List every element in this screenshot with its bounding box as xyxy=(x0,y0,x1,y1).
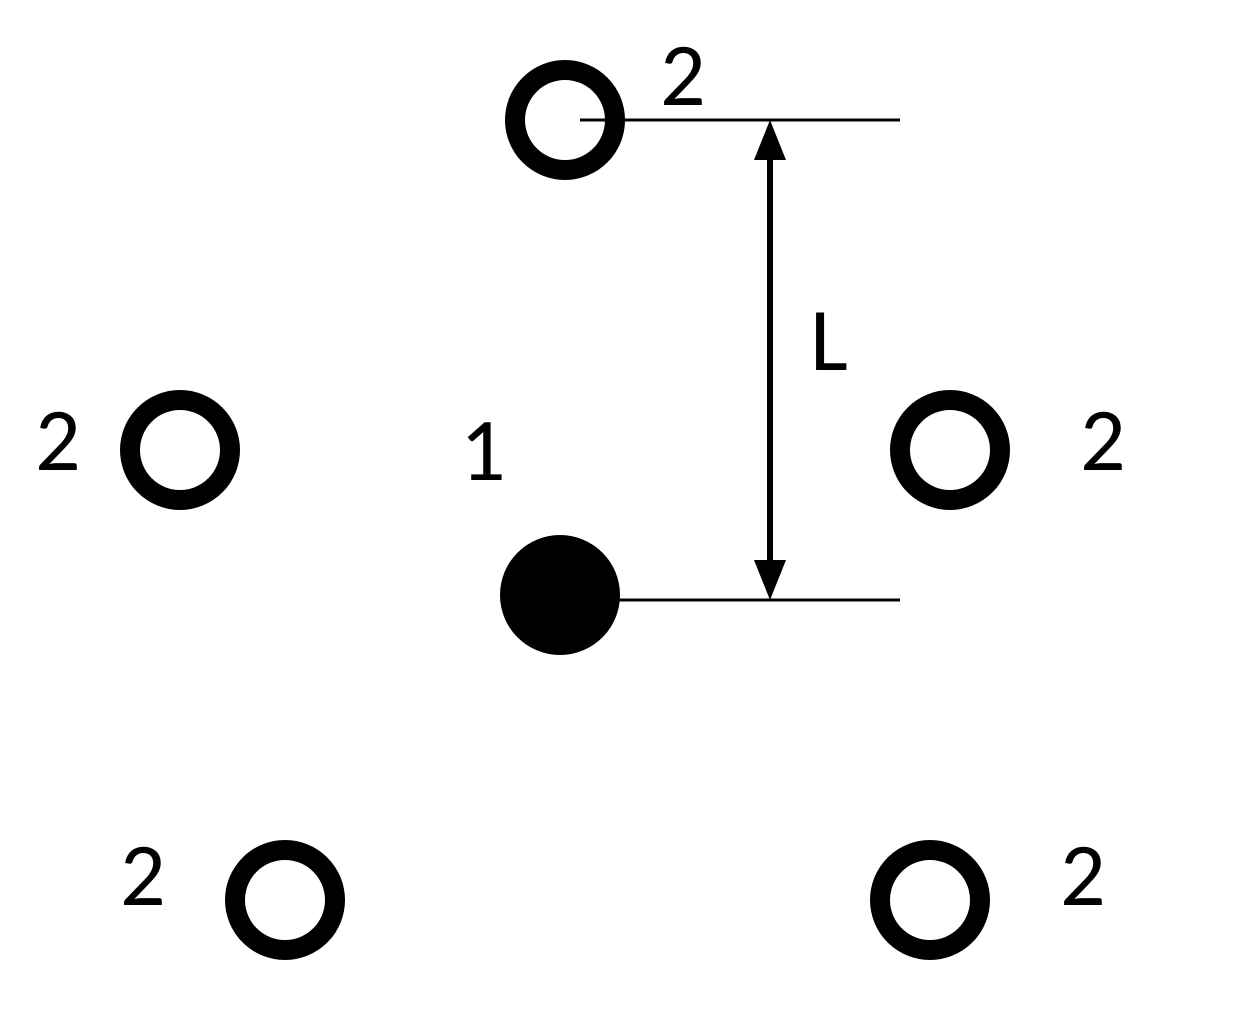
center-node xyxy=(500,535,620,655)
outer-node-label: 2 xyxy=(35,385,81,495)
dimension-label: L xyxy=(810,285,848,395)
outer-node-label: 2 xyxy=(1080,385,1126,495)
center-node-label: 1 xyxy=(460,395,506,505)
outer-node-label: 2 xyxy=(120,820,166,930)
outer-node-label: 2 xyxy=(1060,820,1106,930)
diagram-canvas: 1 2 2 2 2 2 L xyxy=(0,0,1240,1025)
outer-node-label: 2 xyxy=(660,20,706,130)
diagram-background xyxy=(0,0,1240,1025)
